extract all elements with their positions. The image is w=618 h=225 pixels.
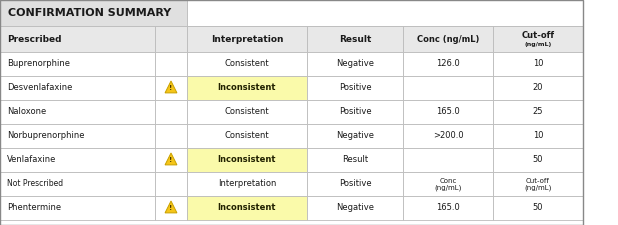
Bar [0, 26, 155, 52]
Bar [187, 76, 307, 100]
Text: Not Prescribed: Not Prescribed [7, 180, 63, 189]
Bar [493, 148, 583, 172]
Bar [155, 172, 187, 196]
Text: Consistent: Consistent [225, 59, 269, 68]
Polygon shape [165, 153, 177, 165]
Bar [155, 124, 187, 148]
Text: 165.0: 165.0 [436, 108, 460, 117]
Text: 25: 25 [533, 108, 543, 117]
Text: Naloxone: Naloxone [7, 108, 46, 117]
Text: Negative: Negative [336, 59, 374, 68]
Bar [0, 100, 155, 124]
Text: Negative: Negative [336, 131, 374, 140]
Bar [403, 26, 493, 52]
Bar [403, 196, 493, 220]
Text: Norbuprenorphine: Norbuprenorphine [7, 131, 85, 140]
Text: Conc (ng/mL): Conc (ng/mL) [417, 34, 479, 43]
Bar [403, 76, 493, 100]
Bar [403, 148, 493, 172]
Text: Negative: Negative [336, 203, 374, 212]
Bar [187, 124, 307, 148]
Bar [187, 172, 307, 196]
Bar [187, 52, 307, 76]
Bar [403, 100, 493, 124]
Text: Inconsistent: Inconsistent [218, 83, 276, 92]
Bar [187, 100, 307, 124]
Text: (ng/mL): (ng/mL) [434, 185, 462, 191]
Text: 165.0: 165.0 [436, 203, 460, 212]
Text: Phentermine: Phentermine [7, 203, 61, 212]
Text: CONFIRMATION SUMMARY: CONFIRMATION SUMMARY [8, 8, 171, 18]
Bar [493, 26, 583, 52]
Text: Conc: Conc [439, 178, 457, 184]
Bar [155, 76, 187, 100]
Bar [187, 196, 307, 220]
Bar [307, 52, 403, 76]
Text: Venlafaxine: Venlafaxine [7, 155, 56, 164]
Text: Prescribed: Prescribed [7, 34, 62, 43]
Bar [493, 76, 583, 100]
Bar [155, 100, 187, 124]
Bar [493, 196, 583, 220]
Text: 20: 20 [533, 83, 543, 92]
Bar [155, 26, 187, 52]
Bar [0, 172, 155, 196]
Bar [307, 172, 403, 196]
Bar [493, 100, 583, 124]
Bar [0, 0, 187, 26]
Text: !: ! [169, 157, 172, 163]
Text: Inconsistent: Inconsistent [218, 155, 276, 164]
Bar [0, 124, 155, 148]
Polygon shape [165, 81, 177, 93]
Bar [307, 76, 403, 100]
Bar [0, 148, 155, 172]
Text: 10: 10 [533, 59, 543, 68]
Bar [187, 0, 583, 26]
Bar [493, 124, 583, 148]
Text: Inconsistent: Inconsistent [218, 203, 276, 212]
Bar [493, 172, 583, 196]
Text: Result: Result [339, 34, 371, 43]
Text: 126.0: 126.0 [436, 59, 460, 68]
Bar [187, 26, 307, 52]
Text: Buprenorphine: Buprenorphine [7, 59, 70, 68]
Bar [0, 76, 155, 100]
Bar [307, 100, 403, 124]
Text: (ng/mL): (ng/mL) [524, 185, 552, 191]
Bar [0, 196, 155, 220]
Text: Positive: Positive [339, 108, 371, 117]
Bar [403, 124, 493, 148]
Text: !: ! [169, 205, 172, 211]
Text: Cut-off: Cut-off [522, 31, 554, 40]
Text: 50: 50 [533, 155, 543, 164]
Bar [187, 148, 307, 172]
Text: Cut-off: Cut-off [526, 178, 550, 184]
Text: Interpretation: Interpretation [211, 34, 283, 43]
Bar [307, 26, 403, 52]
Text: Positive: Positive [339, 180, 371, 189]
Text: Desvenlafaxine: Desvenlafaxine [7, 83, 72, 92]
Bar [307, 196, 403, 220]
Text: Result: Result [342, 155, 368, 164]
Text: (ng/mL): (ng/mL) [525, 42, 552, 47]
Text: >200.0: >200.0 [433, 131, 464, 140]
Text: 50: 50 [533, 203, 543, 212]
Bar [307, 124, 403, 148]
Bar [155, 148, 187, 172]
Bar [307, 148, 403, 172]
Text: !: ! [169, 85, 172, 91]
Bar [403, 172, 493, 196]
Bar [403, 52, 493, 76]
Text: Interpretation: Interpretation [218, 180, 276, 189]
Text: Consistent: Consistent [225, 108, 269, 117]
Text: Positive: Positive [339, 83, 371, 92]
Text: Consistent: Consistent [225, 131, 269, 140]
Polygon shape [165, 201, 177, 213]
Bar [155, 196, 187, 220]
Bar [155, 52, 187, 76]
Bar [0, 52, 155, 76]
Text: 10: 10 [533, 131, 543, 140]
Bar [493, 52, 583, 76]
